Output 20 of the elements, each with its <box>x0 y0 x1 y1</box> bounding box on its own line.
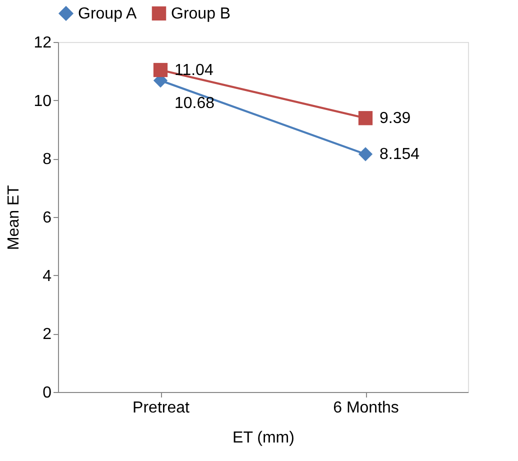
legend-label: Group A <box>78 5 138 22</box>
point <box>358 147 373 162</box>
point <box>153 62 168 78</box>
y-axis-title: Mean ET <box>6 184 23 250</box>
x-axis-title: ET (mm) <box>232 430 294 446</box>
y-tick-label: 10 <box>34 92 52 110</box>
y-tick-label: 8 <box>42 151 52 168</box>
y-tick-label: 4 <box>42 268 52 285</box>
y-tick-label: 0 <box>42 384 52 402</box>
data-label: 8.154 <box>380 146 420 164</box>
x-tick-label: 6 Months <box>333 400 399 416</box>
data-label: 11.04 <box>174 62 214 79</box>
y-tick-label: 2 <box>42 326 52 344</box>
x-tick-label: Pretreat <box>132 400 190 416</box>
point <box>358 111 373 126</box>
y-tick-label: 6 <box>42 210 52 226</box>
legend-label: Group B <box>171 5 231 22</box>
data-label: 9.39 <box>380 110 411 128</box>
data-label: 10.68 <box>174 94 215 112</box>
y-tick-label: 12 <box>34 34 52 52</box>
